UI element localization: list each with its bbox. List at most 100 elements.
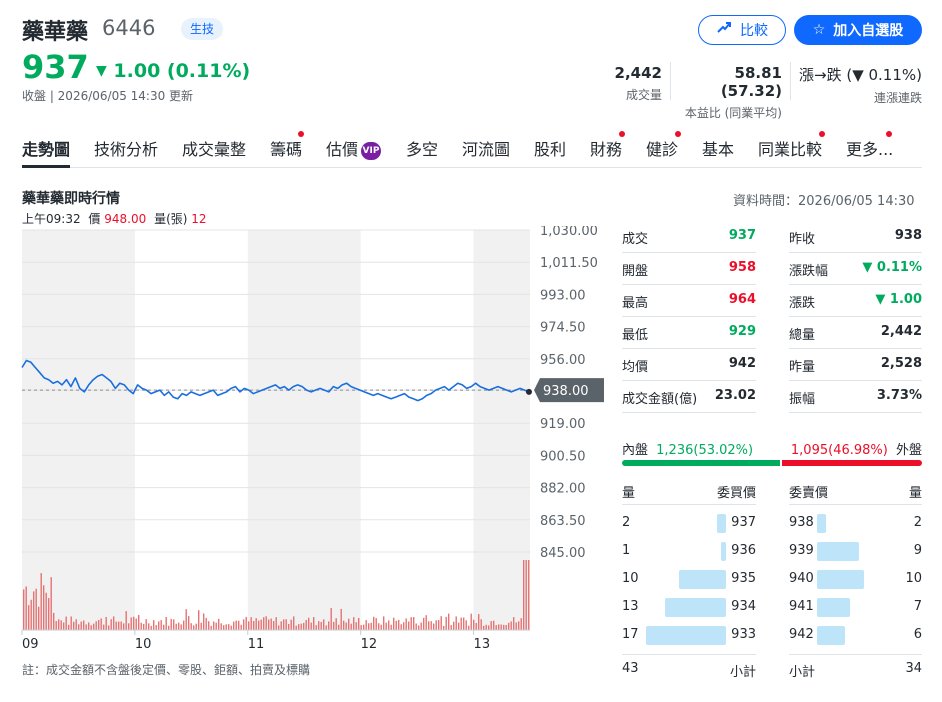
- tab-health[interactable]: 健診: [646, 140, 679, 159]
- tab-basic[interactable]: 基本: [702, 140, 735, 159]
- volume-bar: [33, 591, 35, 630]
- tab-more[interactable]: 更多...: [846, 140, 894, 159]
- tab-dividend[interactable]: 股利: [534, 140, 567, 159]
- y-tick-label: 993.00: [540, 288, 586, 303]
- volume-bar: [65, 616, 67, 630]
- volume-bar: [278, 625, 280, 630]
- ask-price: 940: [789, 571, 814, 586]
- volume-bar: [183, 620, 185, 630]
- volume-bar: [215, 622, 217, 630]
- volume-bar: [190, 623, 192, 630]
- divider: [622, 252, 756, 253]
- volume-bar: [143, 623, 145, 630]
- cursor-price-label: 價: [88, 212, 101, 226]
- tab-technical[interactable]: 技術分析: [94, 140, 159, 159]
- outer-label: 外盤: [895, 443, 922, 458]
- volume-bar: [383, 616, 385, 630]
- volume-bar: [443, 625, 445, 630]
- volume-bar: [315, 625, 317, 630]
- tab-financial[interactable]: 財務: [590, 140, 623, 159]
- add-watchlist-button[interactable]: ☆ 加入自選股: [794, 15, 922, 45]
- quote-right-value: 938: [894, 228, 922, 243]
- volume-bar: [168, 625, 170, 630]
- quote-right-value: ▼ 0.11%: [862, 260, 922, 275]
- stock-name: 藥華藥: [22, 20, 89, 45]
- volume-bar: [60, 620, 62, 630]
- bid-price: 936: [731, 543, 756, 558]
- quote-left-label: 開盤: [622, 264, 649, 279]
- divider: [622, 504, 756, 505]
- stat-streak: 漲→跌 (▼ 0.11%) 連漲連跌: [796, 64, 922, 106]
- divider: [670, 62, 671, 100]
- volume-bar: [333, 621, 335, 630]
- volume-bar: [305, 620, 307, 630]
- volume-bar: [255, 618, 257, 630]
- tab-trades[interactable]: 成交彙整: [182, 140, 247, 159]
- tab-long-short[interactable]: 多空: [406, 140, 439, 159]
- price-change: ▼ 1.00 (0.11%): [96, 60, 250, 82]
- volume-bar: [340, 608, 342, 630]
- volume-bar: [460, 617, 462, 630]
- quote-right-value: 2,528: [880, 356, 922, 371]
- price-line: [21, 359, 530, 402]
- ask-depth-bar: [817, 598, 850, 617]
- volume-bar: [228, 624, 230, 630]
- volume-bar: [58, 619, 60, 630]
- compare-button[interactable]: 比較: [698, 15, 786, 45]
- tab-peer-compare[interactable]: 同業比較: [758, 140, 823, 159]
- ask-depth-bar: [817, 626, 846, 645]
- volume-bar: [140, 622, 142, 630]
- volume-bar: [43, 585, 45, 630]
- volume-bar: [455, 616, 457, 630]
- volume-bar: [105, 616, 107, 630]
- tab-river-chart[interactable]: 河流圖: [462, 140, 511, 159]
- volume-bar: [205, 617, 207, 630]
- x-tick-label: 13: [474, 637, 491, 652]
- volume-bar: [235, 620, 237, 630]
- volume-bar: [180, 624, 182, 630]
- quote-left-value: 958: [728, 260, 756, 275]
- volume-bar: [508, 622, 510, 630]
- volume-bar: [405, 618, 407, 630]
- stat-volume-value: 2,442: [614, 64, 662, 82]
- quote-left-value: 942: [728, 356, 756, 371]
- quote-right-label: 昨收: [789, 232, 816, 247]
- volume-bar: [120, 621, 122, 630]
- volume-bar: [163, 624, 165, 630]
- footnote: 註：成交金額不含盤後定價、零股、鉅額、拍賣及標購: [22, 663, 311, 677]
- volume-bar: [48, 598, 50, 630]
- tab-valuation[interactable]: 估價 VIP: [326, 136, 382, 160]
- tab-chips[interactable]: 籌碼: [270, 140, 303, 159]
- ask-price-header: 委賣價: [789, 486, 829, 501]
- volume-bar: [320, 621, 322, 630]
- intraday-chart[interactable]: 1,030.00 1,011.50 993.00 974.50 956.00 919.00…: [0, 226, 612, 656]
- tab-chart[interactable]: 走勢圖: [22, 140, 71, 159]
- volume-bar: [438, 620, 440, 630]
- volume-bar: [415, 623, 417, 630]
- divider: [622, 316, 756, 317]
- ask-qty: 7: [913, 599, 922, 614]
- volume-bar: [223, 625, 225, 630]
- volume-bar: [400, 624, 402, 630]
- volume-bar: [148, 623, 150, 630]
- volume-bar: [95, 621, 97, 630]
- volume-bar: [355, 622, 357, 630]
- stat-streak-label: 連漲連跌: [873, 91, 922, 105]
- volume-bar: [68, 624, 70, 630]
- divider: [790, 62, 791, 100]
- sector-badge[interactable]: 生技: [181, 18, 224, 40]
- ask-qty: 9: [913, 543, 922, 558]
- volume-bar: [353, 617, 355, 630]
- price-change-value: 1.00 (0.11%): [113, 60, 251, 82]
- volume-bar: [208, 621, 210, 630]
- y-tick-label: 845.00: [540, 546, 586, 561]
- bid-depth-bar: [664, 598, 726, 617]
- current-price-tag: 938.00: [534, 378, 604, 403]
- volume-bar: [28, 605, 30, 630]
- notification-dot: [675, 131, 681, 137]
- quote-right-label: 昨量: [789, 360, 816, 375]
- volume-bar: [115, 621, 117, 630]
- down-arrow-icon: ▼: [96, 63, 107, 79]
- bid-price-header: 委買價: [716, 486, 756, 501]
- volume-bar: [513, 617, 515, 630]
